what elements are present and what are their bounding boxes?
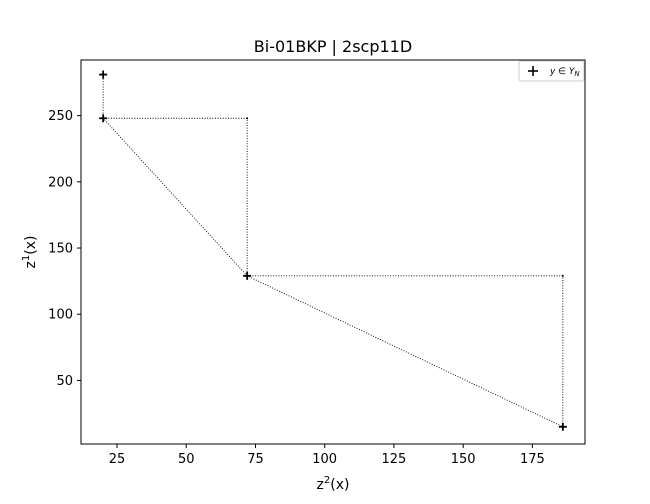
y-axis-label: z1(x)	[21, 236, 39, 269]
y-tick-label: 250	[48, 109, 73, 124]
path-vertex-dot	[561, 274, 564, 277]
y-tick-label: 100	[48, 308, 73, 323]
legend-entry-label: y ∈ YN	[549, 67, 580, 78]
x-ticks: 25 50 75 100 125 150 175	[109, 444, 545, 467]
legend-marker-plus	[528, 66, 538, 76]
y-tick-label: 150	[48, 242, 73, 257]
data-points-layer	[99, 70, 567, 431]
x-axis-label: z2(x)	[317, 475, 350, 493]
data-point-plus	[99, 70, 108, 79]
legend: y ∈ YN	[518, 60, 585, 82]
x-tick-label: 125	[382, 452, 407, 467]
x-tick-label: 50	[178, 452, 195, 467]
chart-title: Bi-01BKP | 2scp11D	[254, 37, 412, 56]
data-point-plus	[558, 422, 567, 431]
y-tick-label: 200	[48, 175, 73, 190]
x-tick-label: 150	[451, 452, 476, 467]
x-tick-label: 175	[520, 452, 545, 467]
x-tick-label: 75	[247, 452, 264, 467]
x-tick-label: 100	[312, 452, 337, 467]
path-vertex-dot	[246, 117, 249, 120]
plot-frame	[80, 59, 586, 445]
x-tick-label: 25	[109, 452, 126, 467]
legend-box	[518, 60, 585, 82]
data-point-plus	[99, 114, 108, 123]
y-ticks: 50 100 150 200 250	[48, 109, 81, 389]
y-tick-label: 50	[56, 374, 73, 389]
data-point-plus	[243, 271, 252, 280]
